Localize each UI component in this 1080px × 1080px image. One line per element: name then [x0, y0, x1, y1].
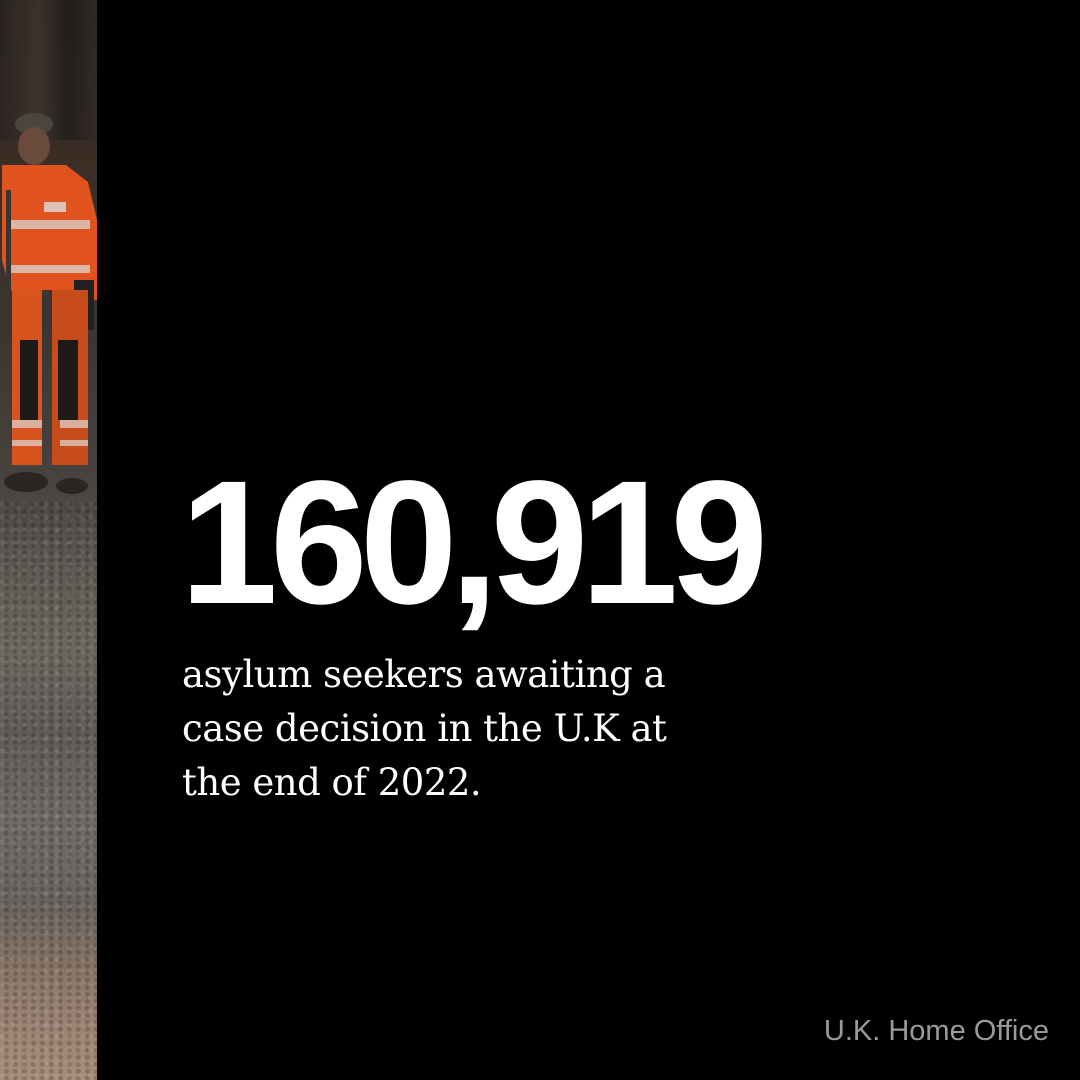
caption-line: the end of 2022.	[182, 761, 482, 804]
background-photo-strip	[0, 0, 97, 1080]
statistic-number: 160,919	[180, 445, 768, 641]
street-background	[0, 0, 97, 140]
source-credit: U.K. Home Office	[823, 1015, 1049, 1047]
gravel-ground	[0, 500, 97, 1080]
road-worker-image	[2, 113, 97, 494]
caption-line: case decision in the U.K at	[182, 707, 667, 750]
statistic-caption: asylum seekers awaiting a case decision …	[182, 648, 702, 810]
caption-line: asylum seekers awaiting a	[182, 653, 666, 696]
